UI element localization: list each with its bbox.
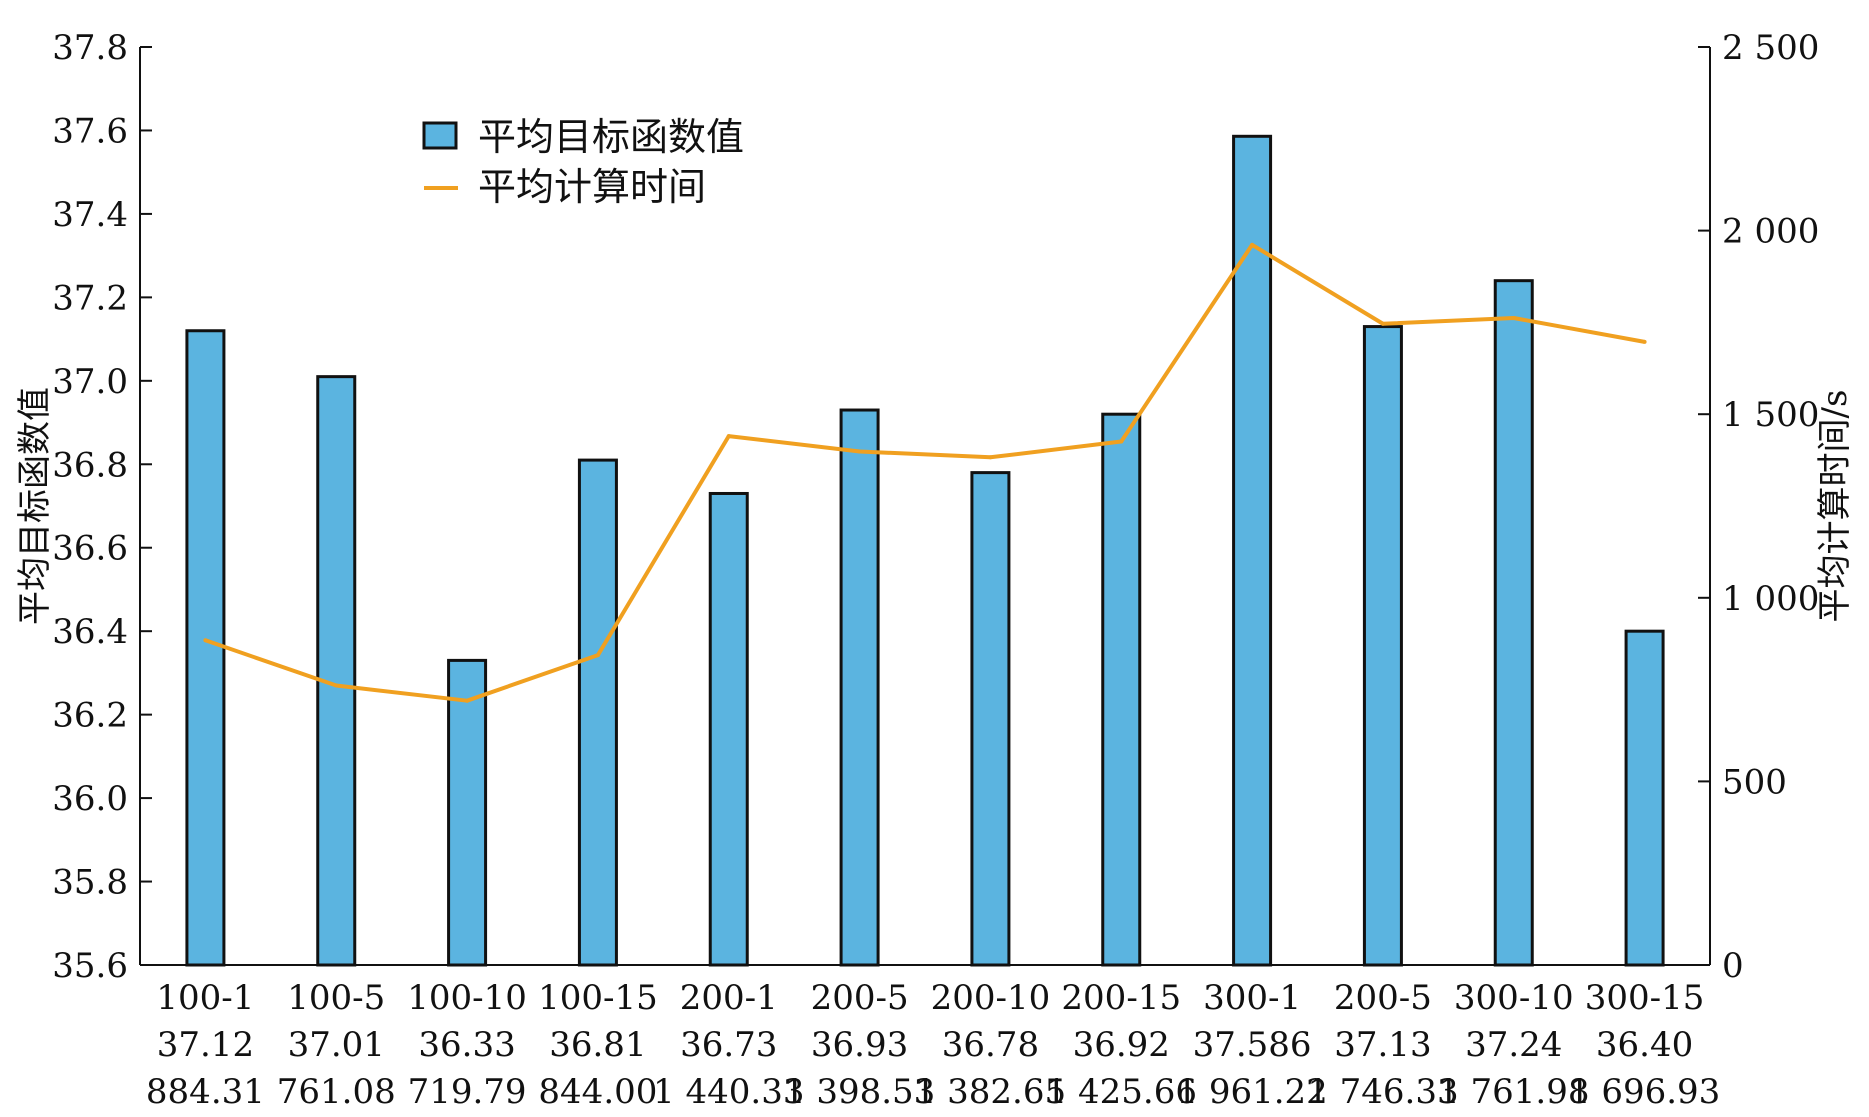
line-value-label: 1 425.66 (1046, 1072, 1197, 1112)
left-tick-label: 37.2 (52, 278, 128, 318)
line-point-100-1 (203, 638, 208, 643)
left-tick-group: 35.6 35.8 36.0 36.2 36.4 36.6 36.8 37.0 37.2 37.4… (52, 28, 152, 986)
bar-value-label: 37.586 (1193, 1025, 1312, 1065)
legend-bar-swatch (422, 121, 458, 150)
line-point-200-10 (988, 455, 993, 460)
right-axis-title: 平均计算时间/s (1815, 390, 1855, 623)
bar-300-10 (1493, 279, 1534, 967)
bar-value-label: 37.13 (1334, 1025, 1431, 1065)
line-point-200-5 (857, 449, 862, 454)
bar-value-label: 36.81 (549, 1025, 646, 1065)
category-label: 200-10 (931, 978, 1051, 1018)
line-point-200-15 (1119, 439, 1124, 444)
bar-value-label: 37.01 (288, 1025, 385, 1065)
line-value-label: 884.31 (146, 1072, 265, 1112)
category-label: 100-1 (156, 978, 254, 1018)
line-value-label: 719.79 (408, 1072, 527, 1112)
category-label: 300-10 (1454, 978, 1574, 1018)
category-label: 200-15 (1061, 978, 1181, 1018)
right-tick-group: 0 500 1 000 1 500 2 000 2 500 (1698, 28, 1819, 986)
left-axis-title: 平均目标函数值 (15, 387, 55, 625)
legend: 平均目标函数值 平均计算时间 (422, 115, 744, 209)
left-tick-label: 36.6 (52, 529, 128, 569)
bar-100-5 (316, 375, 357, 967)
left-tick-label: 36.8 (52, 445, 128, 485)
left-tick-label: 37.0 (52, 362, 128, 402)
bar-value-label: 37.12 (157, 1025, 254, 1065)
category-label: 200-5 (811, 978, 909, 1018)
line-point-100-5 (334, 683, 339, 688)
category-label-group: 100-1 37.12 884.31 100-5 37.01 761.08 100-10 36… (146, 978, 1720, 1112)
line-point-100-10 (465, 698, 470, 703)
line-point-300-10 (1511, 316, 1516, 321)
bar-200-5 (1362, 325, 1403, 967)
line-value-label: 844.00 (538, 1072, 657, 1112)
bar-value-label: 36.78 (942, 1025, 1039, 1065)
left-tick-label: 37.8 (52, 28, 128, 68)
left-tick-label: 35.8 (52, 863, 128, 903)
line-value-label: 1 761.98 (1438, 1072, 1589, 1112)
right-tick-label: 2 500 (1722, 28, 1819, 68)
bar-200-1 (708, 491, 749, 967)
category-label: 100-10 (407, 978, 527, 1018)
bar-value-label: 36.40 (1596, 1025, 1693, 1065)
axes-group (139, 47, 1711, 966)
right-tick-label: 1 000 (1722, 579, 1819, 619)
line-value-label: 1 961.22 (1176, 1072, 1327, 1112)
line-value-label: 1 696.93 (1569, 1072, 1720, 1112)
bar-200-15 (1101, 412, 1142, 967)
bar-value-label: 36.33 (418, 1025, 515, 1065)
line-value-label: 1 382.65 (915, 1072, 1066, 1112)
bar-200-5 (839, 408, 880, 967)
category-label: 200-1 (680, 978, 778, 1018)
bar-100-10 (447, 658, 488, 967)
left-tick-label: 36.4 (52, 612, 128, 652)
legend-bar-label: 平均目标函数值 (478, 115, 744, 159)
bar-100-1 (185, 329, 226, 967)
bar-100-15 (577, 458, 618, 967)
bar-value-label: 37.24 (1465, 1025, 1562, 1065)
left-tick-label: 37.6 (52, 111, 128, 151)
legend-line-label: 平均计算时间 (478, 165, 706, 209)
line-point-300-1 (1250, 242, 1255, 247)
right-tick-label: 0 (1722, 946, 1744, 986)
bar-series (185, 134, 1665, 967)
right-tick-label: 500 (1722, 762, 1787, 802)
line-value-label: 1 398.53 (784, 1072, 935, 1112)
category-label: 100-15 (538, 978, 658, 1018)
line-point-100-15 (595, 653, 600, 658)
category-label: 200-5 (1334, 978, 1432, 1018)
bar-value-label: 36.92 (1073, 1025, 1170, 1065)
line-value-label: 761.08 (277, 1072, 396, 1112)
category-label: 100-5 (287, 978, 385, 1018)
bar-value-label: 36.73 (680, 1025, 777, 1065)
right-tick-label: 1 500 (1722, 395, 1819, 435)
category-label: 300-15 (1585, 978, 1705, 1018)
category-label: 300-1 (1203, 978, 1301, 1018)
bar-300-1 (1232, 134, 1273, 967)
bar-value-label: 36.93 (811, 1025, 908, 1065)
left-tick-label: 37.4 (52, 195, 128, 235)
left-tick-label: 36.2 (52, 696, 128, 736)
left-tick-label: 36.0 (52, 779, 128, 819)
right-tick-label: 2 000 (1722, 212, 1819, 252)
bar-200-10 (970, 471, 1011, 967)
line-point-300-15 (1642, 339, 1647, 344)
line-value-label: 1 746.33 (1307, 1072, 1458, 1112)
line-point-200-1 (726, 434, 731, 439)
time-line (204, 242, 1645, 703)
bar-300-15 (1624, 629, 1665, 967)
line-point-200-5 (1380, 321, 1385, 326)
line-value-label: 1 440.33 (653, 1072, 804, 1112)
left-tick-label: 35.6 (52, 946, 128, 986)
line-series-group (203, 242, 1647, 703)
